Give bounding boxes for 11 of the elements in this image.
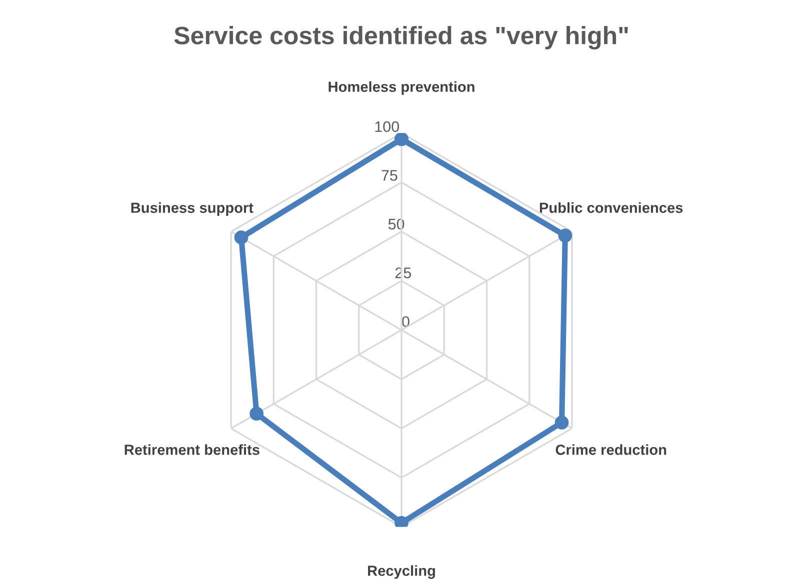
y-tick-label: 0 (402, 316, 410, 328)
chart-title: Service costs identified as "very high" (174, 26, 628, 50)
spoke-label: Business support (131, 202, 254, 216)
y-tick-label: 75 (382, 170, 398, 181)
spoke-label: Public conveniences (540, 202, 683, 213)
spoke-label: Crime reduction (556, 444, 666, 455)
spoke-label: Retirement benefits (124, 444, 260, 455)
spoke-label: Recycling (368, 565, 435, 579)
y-tick-label: 100 (375, 121, 399, 132)
spoke-label: Homeless prevention (328, 81, 474, 95)
y-tick-label: 50 (388, 218, 404, 230)
